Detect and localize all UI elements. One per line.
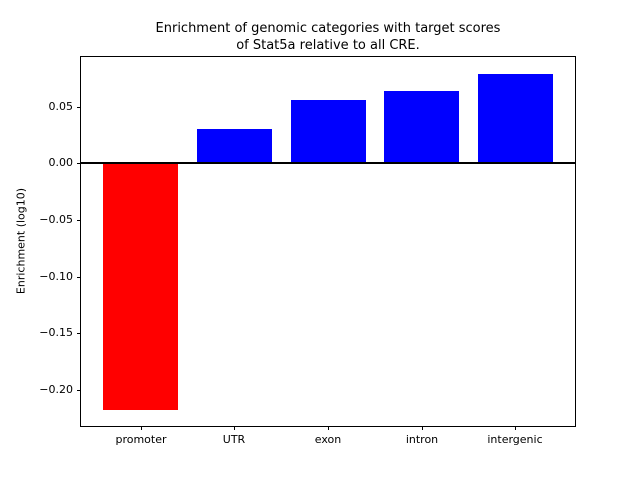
bar-intergenic (478, 74, 553, 163)
x-tick-mark (141, 426, 142, 430)
bar-intron (384, 91, 459, 163)
y-tick-mark (77, 277, 81, 278)
y-tick-mark (77, 333, 81, 334)
bar-promoter (103, 163, 178, 410)
bar-UTR (197, 129, 272, 163)
x-tick-mark (515, 426, 516, 430)
y-tick-label: −0.15 (39, 326, 73, 339)
y-tick-mark (77, 107, 81, 108)
y-tick-label: 0.00 (48, 156, 74, 169)
zero-line (81, 162, 575, 164)
chart-title: Enrichment of genomic categories with ta… (155, 21, 501, 53)
x-tick-mark (422, 426, 423, 430)
y-tick-label: 0.05 (48, 100, 74, 113)
x-tick-mark (328, 426, 329, 430)
y-tick-label: −0.10 (39, 270, 73, 283)
y-tick-label: −0.05 (39, 213, 73, 226)
x-tick-label-exon: exon (314, 433, 342, 446)
y-tick-mark (77, 390, 81, 391)
x-tick-label-UTR: UTR (222, 433, 246, 446)
y-tick-mark (77, 163, 81, 164)
bar-exon (291, 100, 366, 163)
y-tick-label: −0.20 (39, 383, 73, 396)
x-tick-label-promoter: promoter (115, 433, 167, 446)
x-tick-mark (234, 426, 235, 430)
y-tick-mark (77, 220, 81, 221)
x-tick-label-intron: intron (405, 433, 439, 446)
x-tick-label-intergenic: intergenic (487, 433, 543, 446)
